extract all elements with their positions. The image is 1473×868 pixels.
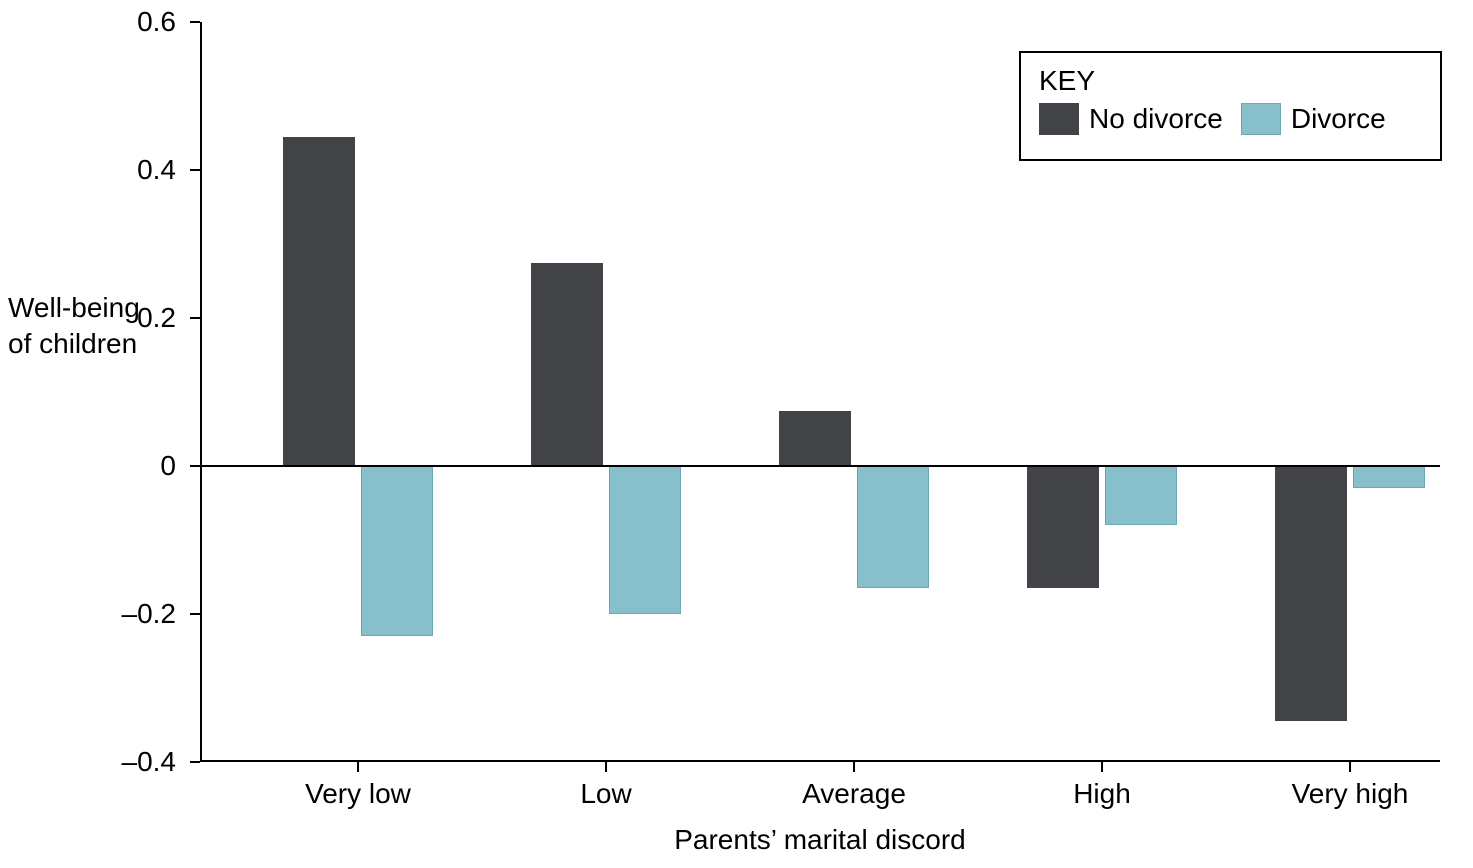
bar-no-divorce: [1275, 466, 1347, 721]
legend-item-divorce: Divorce: [1241, 103, 1386, 135]
bar-no-divorce: [1027, 466, 1099, 588]
bar-divorce: [609, 466, 681, 614]
legend-swatch: [1039, 103, 1079, 135]
legend-item-no-divorce: No divorce: [1039, 103, 1223, 135]
legend: KEY No divorce Divorce: [1019, 51, 1442, 161]
bar-divorce: [361, 466, 433, 636]
legend-items: No divorce Divorce: [1039, 103, 1422, 135]
bar-divorce: [857, 466, 929, 588]
legend-item-label: No divorce: [1089, 103, 1223, 135]
bar-no-divorce: [779, 411, 851, 467]
y-tick-label: 0.6: [0, 6, 176, 38]
x-tick-label: Very high: [1292, 778, 1409, 810]
y-tick-mark: [190, 169, 200, 171]
bar-divorce: [1105, 466, 1177, 525]
x-tick-label: Low: [580, 778, 631, 810]
x-tick-mark: [357, 762, 359, 772]
x-tick-label: High: [1073, 778, 1131, 810]
y-tick-label: 0: [0, 450, 176, 482]
y-tick-label: 0.2: [0, 302, 176, 334]
x-tick-mark: [853, 762, 855, 772]
y-tick-mark: [190, 613, 200, 615]
legend-item-label: Divorce: [1291, 103, 1386, 135]
bar-no-divorce: [283, 137, 355, 466]
y-tick-mark: [190, 465, 200, 467]
legend-swatch: [1241, 103, 1281, 135]
legend-title: KEY: [1039, 65, 1422, 97]
zero-axis-line: [200, 465, 1440, 467]
x-tick-mark: [605, 762, 607, 772]
y-tick-mark: [190, 317, 200, 319]
y-tick-mark: [190, 21, 200, 23]
x-tick-label: Very low: [305, 778, 411, 810]
y-tick-label: –0.4: [0, 746, 176, 778]
y-tick-label: –0.2: [0, 598, 176, 630]
y-tick-label: 0.4: [0, 154, 176, 186]
x-tick-label: Average: [802, 778, 906, 810]
x-axis-label: Parents’ marital discord: [200, 824, 1440, 856]
bar-no-divorce: [531, 263, 603, 467]
bar-divorce: [1353, 466, 1425, 488]
y-tick-mark: [190, 761, 200, 763]
x-axis-line: [200, 760, 1440, 762]
x-tick-mark: [1101, 762, 1103, 772]
x-tick-mark: [1349, 762, 1351, 772]
chart-container: Well-beingof children 0.60.40.20–0.2–0.4…: [0, 0, 1473, 868]
y-axis-line: [200, 22, 202, 762]
